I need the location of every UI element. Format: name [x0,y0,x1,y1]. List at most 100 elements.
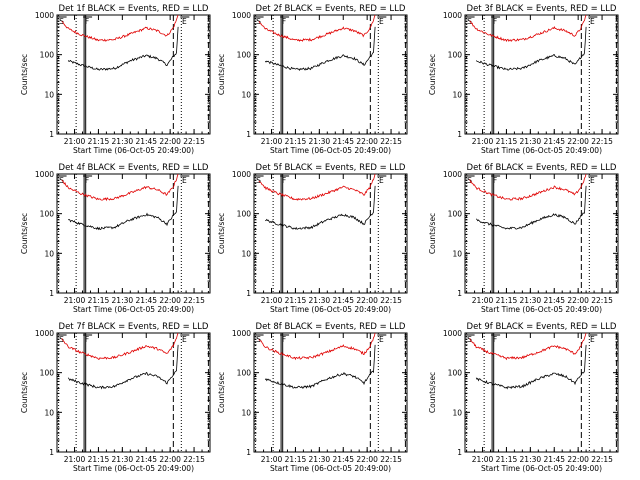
y-tick-label: 100 [237,369,252,378]
x-tick-label: 22:00 [567,296,589,305]
x-axis-label: Start Time (06-Oct-05 20:49:00) [481,464,602,473]
y-axis-label: Counts/sec [217,213,226,254]
marker-label: E [182,176,187,185]
x-axis-label: Start Time (06-Oct-05 20:49:00) [481,146,602,155]
y-axis-label: Counts/sec [428,372,437,413]
x-tick-label: 21:15 [496,137,518,146]
y-tick-label: 1 [457,448,462,457]
chart-panel-7: Det 7f BLACK = Events, RED = LLD 1 10 100 10… [20,322,211,473]
x-tick-label: 22:00 [567,455,589,464]
marker-label: S [59,335,64,344]
x-tick-label: 21:45 [135,455,157,464]
series-line-red [469,173,587,201]
x-tick-label: 21:00 [472,296,494,305]
x-tick-label: 21:45 [543,137,565,146]
x-tick-label: 22:15 [183,137,205,146]
chart-panel-2: Det 2f BLACK = Events, RED = LLD 1 10 100 10… [217,4,408,155]
x-tick-label: 21:45 [135,137,157,146]
y-tick-label: 1 [246,289,251,298]
x-axis-label: Start Time (06-Oct-05 20:49:00) [270,146,391,155]
chart-title: Det 7f BLACK = Events, RED = LLD [59,322,209,332]
series-line-black [475,185,587,230]
y-tick-label: 100 [40,369,55,378]
series-line-red [258,14,376,42]
series-line-red [258,332,376,361]
x-tick-label: 22:15 [591,296,613,305]
x-tick-label: 22:00 [567,137,589,146]
chart-panel-8: Det 8f BLACK = Events, RED = LLD 1 10 100 10… [217,322,408,473]
marker-label: S [467,17,472,26]
plot-frame [464,332,619,453]
series-line-black [67,26,179,71]
y-tick-label: 10 [44,408,54,417]
y-tick-label: 10 [44,90,54,99]
x-tick-label: 21:15 [285,296,307,305]
plot-frame [253,173,408,294]
x-tick-label: 22:00 [159,455,181,464]
marker-label: F [282,335,286,344]
x-tick-label: 22:15 [591,455,613,464]
series-line-red [61,332,179,360]
marker-label: F [493,335,497,344]
y-axis-label: Counts/sec [217,54,226,95]
chart-title: Det 8f BLACK = Events, RED = LLD [256,322,406,332]
series-line-black [67,344,179,390]
series-line-black [475,344,587,390]
chart-title: Det 6f BLACK = Events, RED = LLD [467,163,617,173]
x-axis-label: Start Time (06-Oct-05 20:49:00) [73,146,194,155]
x-tick-label: 21:00 [261,296,283,305]
y-tick-label: 10 [241,90,251,99]
x-tick-label: 21:15 [285,137,307,146]
x-tick-label: 21:45 [332,455,354,464]
x-axis-label: Start Time (06-Oct-05 20:49:00) [73,464,194,473]
x-tick-label: 21:30 [520,137,542,146]
plot-frame [56,14,211,135]
x-tick-label: 21:30 [309,296,331,305]
marker-label: S [256,17,261,26]
series-line-red [469,14,587,42]
y-tick-label: 10 [44,249,54,258]
y-axis-label: Counts/sec [20,372,29,413]
y-tick-label: 1 [49,289,54,298]
x-tick-label: 21:15 [496,296,518,305]
chart-panel-9: Det 9f BLACK = Events, RED = LLD 1 10 100 10… [428,322,619,473]
x-tick-label: 21:15 [88,296,110,305]
x-tick-label: 21:30 [309,137,331,146]
marker-label: F [493,17,497,26]
x-tick-label: 21:30 [112,296,134,305]
marker-label: F [282,17,286,26]
series-line-black [265,185,376,230]
x-tick-label: 21:00 [64,137,86,146]
x-tick-label: 21:00 [472,137,494,146]
x-tick-label: 21:45 [543,296,565,305]
chart-panel-1: Det 1f BLACK = Events, RED = LLD 1 10 100 10… [20,4,211,155]
x-tick-label: 21:45 [332,137,354,146]
x-axis-label: Start Time (06-Oct-05 20:49:00) [73,305,194,314]
marker-label: E [379,17,384,26]
x-tick-label: 21:00 [472,455,494,464]
y-axis-label: Counts/sec [217,372,226,413]
plot-frame [464,173,619,294]
x-tick-label: 22:00 [356,455,378,464]
x-tick-label: 21:00 [64,296,86,305]
y-axis-label: Counts/sec [20,213,29,254]
chart-panel-3: Det 3f BLACK = Events, RED = LLD 1 10 100 10… [428,4,619,155]
x-tick-label: 22:15 [380,137,402,146]
chart-title: Det 2f BLACK = Events, RED = LLD [256,4,406,14]
x-tick-label: 21:30 [520,296,542,305]
plot-frame [56,332,211,453]
chart-title: Det 5f BLACK = Events, RED = LLD [256,163,406,173]
y-tick-label: 10 [241,408,251,417]
x-tick-label: 21:15 [88,455,110,464]
marker-label: S [256,335,261,344]
chart-panel-6: Det 6f BLACK = Events, RED = LLD 1 10 100 10… [428,163,619,314]
marker-label: F [493,176,497,185]
y-tick-label: 1000 [35,11,54,20]
y-tick-label: 1 [246,130,251,139]
y-axis-label: Counts/sec [428,54,437,95]
y-tick-label: 1 [49,448,54,457]
y-tick-label: 100 [448,369,463,378]
y-tick-label: 100 [448,210,463,219]
y-tick-label: 1000 [232,329,251,338]
series-line-black [264,344,376,389]
